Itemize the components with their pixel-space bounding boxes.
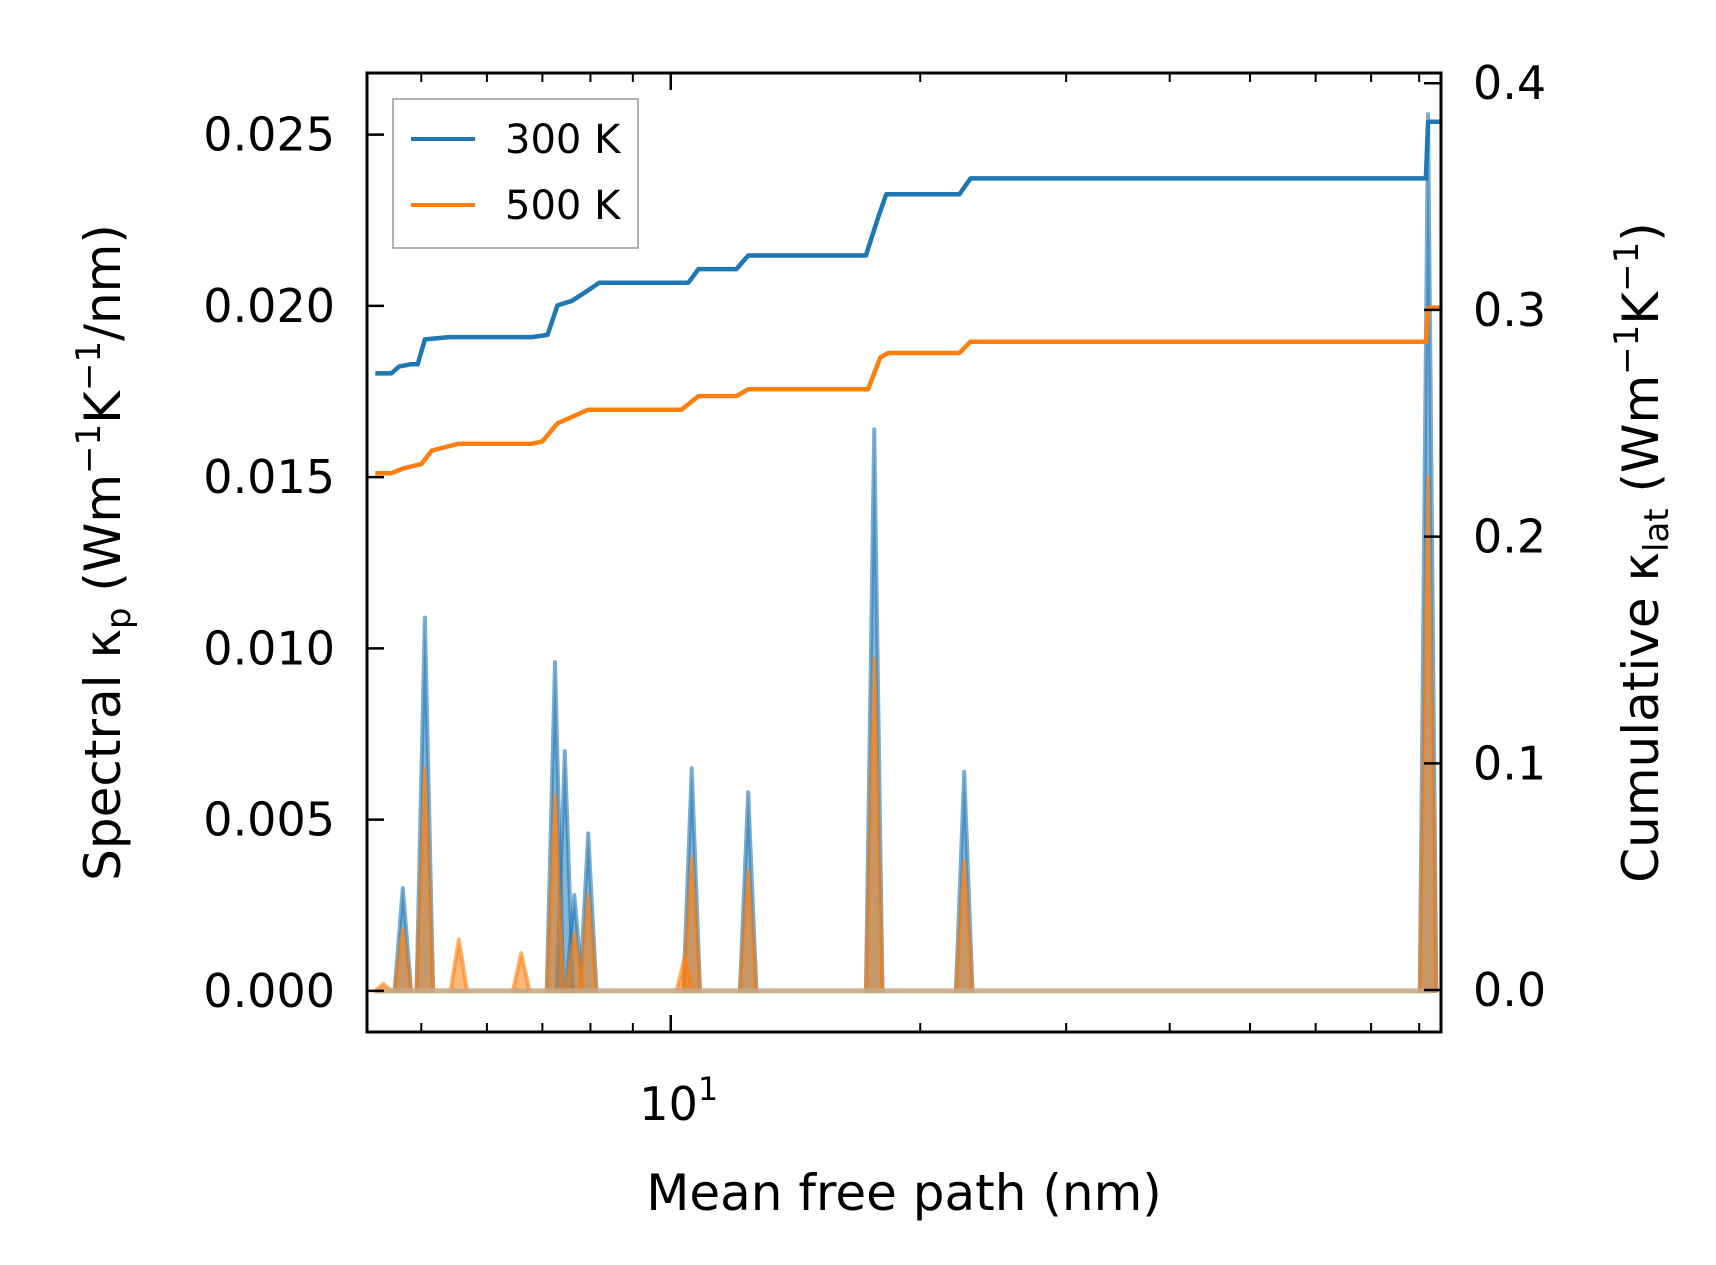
legend-label-300k: 300 K [505,117,622,163]
left-y-tick-label: 0.020 [203,279,335,333]
cumulative-line-300k [375,119,1441,376]
right-y-title-suffix: ) [1612,222,1670,242]
right-y-title-sup1: −1 [1607,325,1647,375]
left-y-tick-label: 0.005 [203,793,335,847]
left-y-title-sup1: −1 [69,424,109,474]
right-y-title-k: K [1612,291,1670,325]
right-y-title-sub: lat [1637,508,1677,552]
left-y-title-middle: (Wm [74,474,132,608]
left-y-title-k: K [74,390,132,424]
right-y-tick-label: 0.0 [1473,963,1546,1017]
left-y-title-suffix: /nm) [74,224,132,341]
left-y-title-prefix: Spectral κ [74,629,132,881]
cumulative-line-500k [375,305,1441,476]
spectral-peak-500k [510,951,532,993]
x-tick-label-exp: 1 [698,1070,718,1108]
cumulative-series-layer [375,119,1441,476]
spectral-peak-500k [448,937,470,993]
plot-area-frame [365,71,1443,1034]
left-y-tick-label: 0.025 [203,108,335,162]
right-y-tick-label: 0.2 [1473,510,1546,564]
legend-box [392,98,639,249]
left-y-title-sub: p [99,607,139,629]
legend: 300 K 500 K [392,98,639,249]
x-tick-label-base: 10 [639,1077,698,1131]
left-y-title-sup2: −1 [69,341,109,391]
legend-label-500k: 500 K [505,183,622,229]
left-y-tick-label: 0.000 [203,964,335,1018]
right-y-axis-title: Cumulative κlat (Wm−1K−1) [1607,222,1677,882]
right-y-title-prefix: Cumulative κ [1612,552,1670,883]
left-y-axis-title: Spectral κp (Wm−1K−1/nm) [69,224,139,881]
right-y-tick-label: 0.1 [1473,736,1546,790]
right-y-tick-label: 0.3 [1473,283,1546,337]
right-y-title-sup2: −1 [1607,242,1647,292]
right-y-title-middle: (Wm [1612,375,1670,509]
axis-ticks: 0.000 0.005 0.010 0.015 0.020 0.025 0.0 0.1 0.2 0… [203,56,1546,1032]
left-y-tick-label: 0.010 [203,621,335,675]
x-axis-title: Mean free path (nm) [646,1164,1162,1222]
left-y-tick-label: 0.015 [203,450,335,504]
x-tick-label: 101 [639,1070,718,1131]
right-y-tick-label: 0.4 [1473,56,1546,110]
